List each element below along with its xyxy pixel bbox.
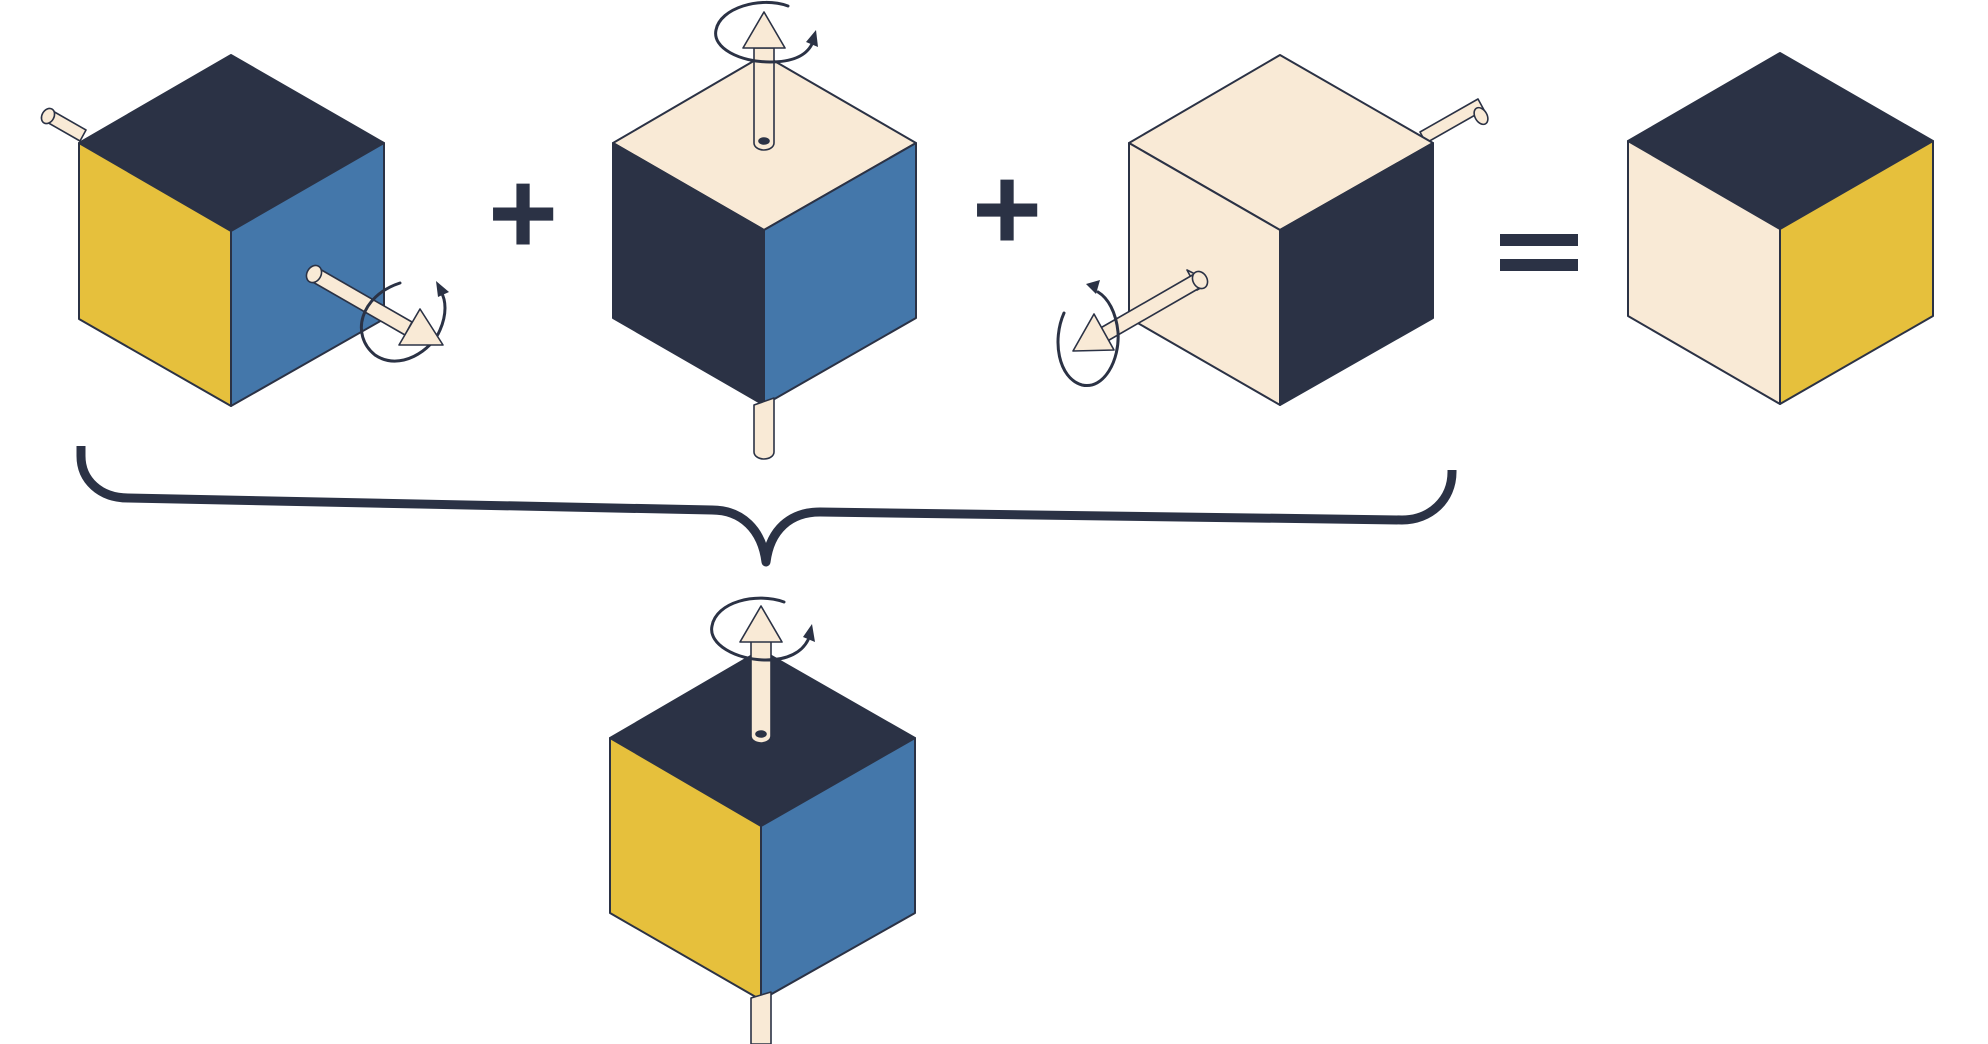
- cube-rotation-1: [40, 54, 449, 407]
- equivalent-right-face: [760, 737, 916, 1001]
- cube-equivalent-single-rotation: [609, 596, 916, 1044]
- rotation-axis-back: [1419, 98, 1489, 144]
- plus-operator-2: +: [972, 142, 1042, 276]
- rotation-arrow-icon: [714, 1, 818, 64]
- cube-3-right-face: [1279, 142, 1434, 406]
- rotation-axis-top: [750, 639, 772, 744]
- rotation-axis-top: [753, 47, 775, 151]
- cube-result: [1627, 52, 1934, 405]
- rotation-axis-bottom: [753, 397, 775, 460]
- cube-rotation-3: [1056, 54, 1489, 406]
- cube-2-right-face: [763, 142, 917, 406]
- rotation-arrow-icon: [710, 596, 815, 662]
- rotation-axis-bottom: [750, 991, 772, 1044]
- rotation-arrow-icon: [359, 281, 449, 363]
- plus-operator-1: +: [488, 146, 558, 280]
- grouping-brace: [76, 446, 1457, 567]
- rotation-arrow-icon: [1056, 280, 1120, 387]
- cube-rotation-2: [612, 1, 917, 460]
- equals-operator: =: [1500, 234, 1578, 271]
- rotation-axis-front: [1096, 269, 1209, 344]
- rotation-axis-back: [40, 107, 87, 142]
- result-right-face: [1779, 140, 1934, 405]
